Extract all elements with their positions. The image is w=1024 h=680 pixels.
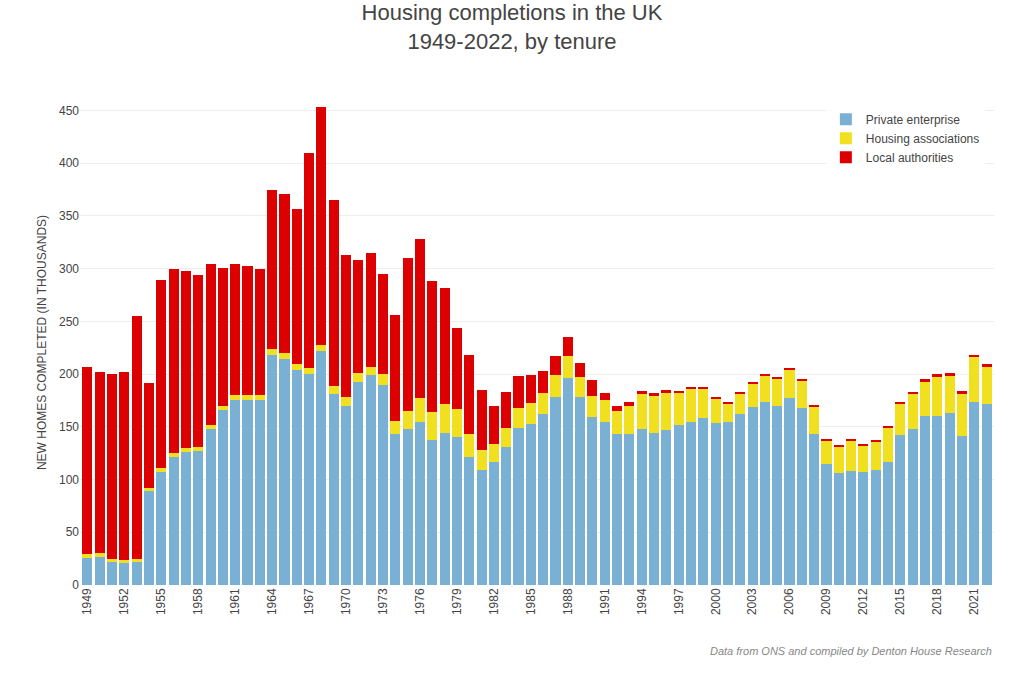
svg-text:250: 250 xyxy=(59,315,79,329)
svg-text:Private enterprise: Private enterprise xyxy=(866,113,960,127)
svg-text:1967: 1967 xyxy=(302,588,316,615)
svg-text:1988: 1988 xyxy=(561,588,575,615)
svg-text:Housing completions in the UK1: Housing completions in the UK1949-2022, … xyxy=(362,0,663,54)
svg-text:300: 300 xyxy=(59,262,79,276)
svg-text:1994: 1994 xyxy=(635,588,649,615)
svg-text:2003: 2003 xyxy=(745,588,759,615)
svg-text:2009: 2009 xyxy=(819,588,833,615)
svg-text:50: 50 xyxy=(66,525,80,539)
svg-text:2006: 2006 xyxy=(782,588,796,615)
svg-text:1982: 1982 xyxy=(487,588,501,615)
svg-text:1970: 1970 xyxy=(339,588,353,615)
svg-text:1964: 1964 xyxy=(265,588,279,615)
svg-text:2000: 2000 xyxy=(709,588,723,615)
svg-text:2018: 2018 xyxy=(930,588,944,615)
svg-text:1979: 1979 xyxy=(450,588,464,615)
svg-text:1985: 1985 xyxy=(524,588,538,615)
svg-text:NEW HOMES COMPLETED (IN THOUSA: NEW HOMES COMPLETED (IN THOUSANDS) xyxy=(35,215,49,470)
svg-text:Data from ONS and compiled by: Data from ONS and compiled by Denton Hou… xyxy=(710,645,992,657)
svg-text:1958: 1958 xyxy=(191,588,205,615)
svg-text:450: 450 xyxy=(59,104,79,118)
svg-text:1961: 1961 xyxy=(228,588,242,615)
svg-text:Housing associations: Housing associations xyxy=(866,132,979,146)
svg-text:200: 200 xyxy=(59,367,79,381)
svg-text:2012: 2012 xyxy=(856,588,870,615)
svg-text:350: 350 xyxy=(59,209,79,223)
svg-text:2015: 2015 xyxy=(893,588,907,615)
svg-text:400: 400 xyxy=(59,156,79,170)
svg-text:1952: 1952 xyxy=(117,588,131,615)
svg-text:1955: 1955 xyxy=(154,588,168,615)
svg-text:2021: 2021 xyxy=(967,588,981,615)
svg-text:1973: 1973 xyxy=(376,588,390,615)
svg-text:100: 100 xyxy=(59,473,79,487)
svg-text:1949: 1949 xyxy=(80,588,94,615)
svg-text:150: 150 xyxy=(59,420,79,434)
svg-text:0: 0 xyxy=(72,578,79,592)
svg-text:1976: 1976 xyxy=(413,588,427,615)
svg-text:Local authorities: Local authorities xyxy=(866,151,953,165)
svg-text:1997: 1997 xyxy=(672,588,686,615)
svg-text:1991: 1991 xyxy=(598,588,612,615)
